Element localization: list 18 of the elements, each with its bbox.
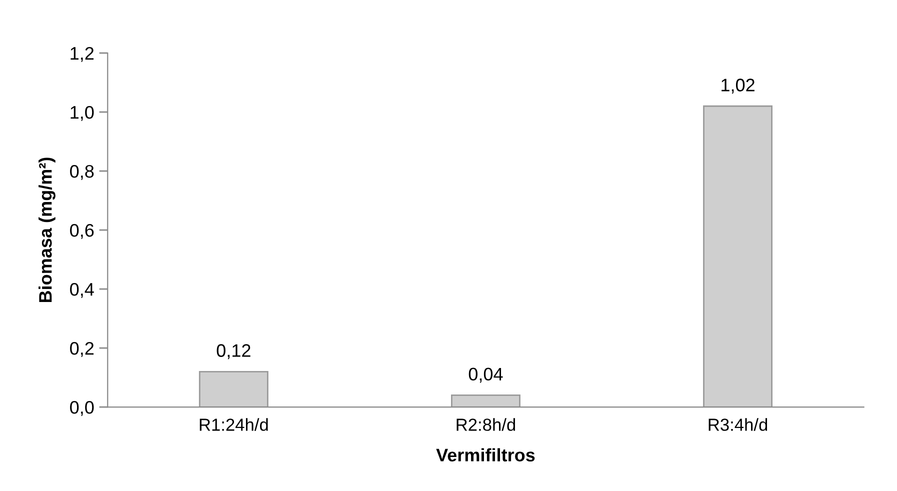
y-tick-label: 0,8: [70, 164, 94, 180]
data-label: 0,04: [468, 368, 503, 383]
y-tick-label: 1,2: [70, 46, 94, 62]
data-label: 0,12: [216, 344, 250, 360]
y-tick-label: 0,4: [70, 282, 94, 298]
y-tick-label: 0,6: [70, 224, 94, 239]
x-tick-label: R1:24h/d: [200, 418, 268, 431]
bar: [198, 370, 268, 408]
y-axis-title: Biomasa (mg/m²): [38, 158, 56, 302]
y-tick-label: 1,0: [70, 106, 94, 121]
bar: [703, 105, 773, 408]
y-tick-label: 0,0: [70, 400, 94, 416]
x-tick-label: R2:8h/d: [456, 418, 516, 431]
data-label: 1,02: [722, 78, 754, 94]
bar: [451, 394, 520, 408]
y-tick-label: 0,2: [70, 342, 94, 357]
x-tick-label: R3:4h/d: [708, 418, 768, 431]
x-axis-title: Vermifiltros: [436, 448, 535, 462]
